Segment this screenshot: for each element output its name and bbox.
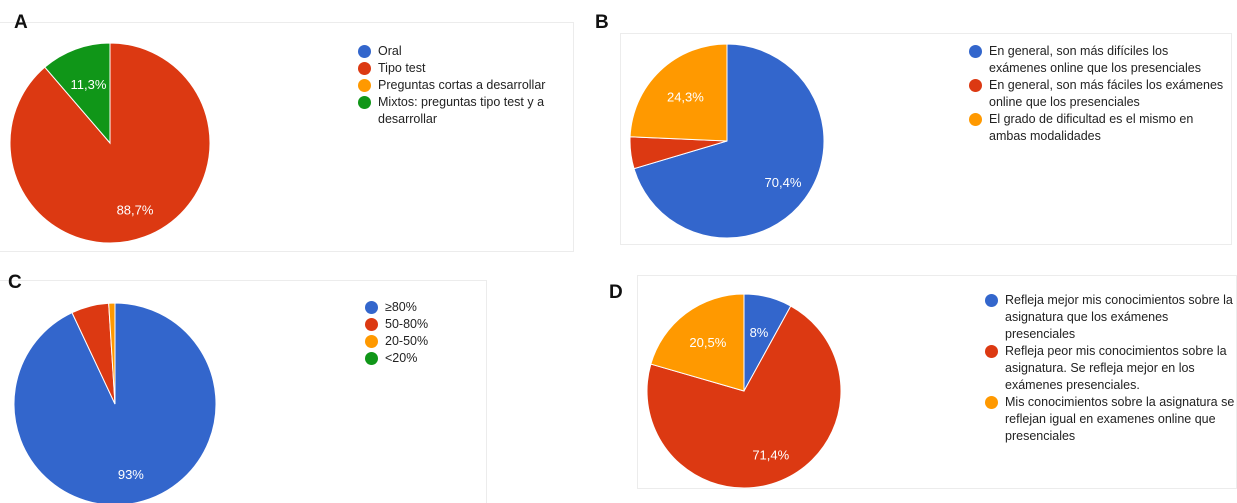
legend-swatch-icon (365, 335, 378, 348)
legend-item-b-en-general-son-mas-faciles-los-examenes-: En general, son más fáciles los exámenes… (969, 77, 1224, 111)
legend-label: 20-50% (385, 334, 429, 348)
legend-c: ≥80% 50-80% 20-50% <20% (365, 299, 485, 367)
legend-label: Mis conocimientos sobre la asignatura se… (1005, 395, 1235, 443)
slice-label-a-1: 88,7% (117, 203, 154, 218)
legend-swatch-icon (985, 396, 998, 409)
pie-chart-d: 8% 71,4% 20,5% (646, 293, 842, 489)
panel-c: C 93% ≥80% 50-80% 20-50% <20% (0, 252, 575, 503)
pie-slice-d-refleja-peor-mis-conocimientos-sobre-la- (646, 305, 842, 489)
legend-swatch-icon (358, 79, 371, 92)
legend-a: Oral Tipo test Preguntas cortas a desarrol… (358, 43, 568, 128)
legend-item-d-mis-conocimientos-sobre-la-asignatura-se: Mis conocimientos sobre la asignatura se… (985, 394, 1237, 445)
slice-label-b-0: 70,4% (765, 175, 802, 190)
slice-label-a-3: 11,3% (70, 77, 106, 92)
legend-item-c-50-80: 50-80% (365, 316, 485, 333)
panel-a-letter: A (14, 12, 28, 33)
legend-item-c-20-50: 20-50% (365, 333, 485, 350)
legend-item-a-preguntas-cortas-a-desarrollar: Preguntas cortas a desarrollar (358, 77, 568, 94)
panel-c-letter: C (8, 272, 22, 293)
legend-swatch-icon (365, 352, 378, 365)
legend-label: Refleja peor mis conocimientos sobre la … (1005, 344, 1227, 392)
legend-swatch-icon (358, 45, 371, 58)
pie-slice-c-20-50 (108, 302, 116, 405)
slice-label-b-2: 24,3% (667, 90, 704, 105)
legend-swatch-icon (969, 45, 982, 58)
legend-label: 50-80% (385, 317, 429, 331)
legend-item-c-80: ≥80% (365, 299, 485, 316)
legend-label: Oral (378, 44, 402, 58)
pie-slice-b-el-grado-de-dificultad-es-el-mismo-en-am (629, 43, 728, 142)
legend-swatch-icon (985, 345, 998, 358)
legend-swatch-icon (969, 79, 982, 92)
legend-label: Mixtos: preguntas tipo test y a desarrol… (378, 95, 545, 126)
slice-label-d-1: 71,4% (752, 448, 789, 463)
legend-item-a-oral: Oral (358, 43, 568, 60)
legend-swatch-icon (969, 113, 982, 126)
pie-chart-b: 70,4% 24,3% (629, 43, 825, 239)
legend-swatch-icon (985, 294, 998, 307)
legend-label: Refleja mejor mis conocimientos sobre la… (1005, 293, 1233, 341)
panel-b-letter: B (595, 12, 609, 33)
legend-item-c-20: <20% (365, 350, 485, 367)
legend-label: Tipo test (378, 61, 426, 75)
legend-label: En general, son más difíciles los exámen… (989, 44, 1201, 75)
legend-label: ≥80% (385, 300, 417, 314)
legend-swatch-icon (365, 301, 378, 314)
legend-item-a-mixtos-preguntas-tipo-test-y-a-desarroll: Mixtos: preguntas tipo test y a desarrol… (358, 94, 568, 128)
panel-a-frame (0, 22, 574, 252)
slice-label-d-2: 20,5% (689, 335, 726, 350)
pie-slice-d-mis-conocimientos-sobre-la-asignatura-se (650, 293, 745, 392)
legend-label: El grado de dificultad es el mismo en am… (989, 112, 1194, 143)
legend-d: Refleja mejor mis conocimientos sobre la… (985, 292, 1237, 445)
pie-slice-a-mixtos-preguntas-tipo-test-y-a-desarroll (44, 42, 111, 145)
legend-swatch-icon (358, 62, 371, 75)
panel-c-frame (0, 280, 487, 503)
panel-d-letter: D (609, 282, 623, 303)
legend-swatch-icon (365, 318, 378, 331)
legend-item-b-el-grado-de-dificultad-es-el-mismo-en-am: El grado de dificultad es el mismo en am… (969, 111, 1224, 145)
legend-swatch-icon (358, 96, 371, 109)
legend-label: <20% (385, 351, 418, 365)
legend-b: En general, son más difíciles los exámen… (969, 43, 1224, 145)
panel-a: A 88,7% 11,3% Oral Tipo test Preguntas cort… (0, 0, 575, 252)
panel-d: D 8% 71,4% 20,5% Refleja mejor mis conocim… (575, 252, 1237, 503)
slice-label-c-0: 93% (118, 467, 144, 482)
pie-chart-a: 88,7% 11,3% (9, 42, 211, 244)
pie-chart-c: 93% (13, 302, 217, 503)
legend-label: En general, son más fáciles los exámenes… (989, 78, 1224, 109)
slice-label-d-0: 8% (750, 325, 769, 340)
panel-b-frame (620, 33, 1232, 245)
legend-item-d-refleja-mejor-mis-conocimientos-sobre-la: Refleja mejor mis conocimientos sobre la… (985, 292, 1237, 343)
legend-item-d-refleja-peor-mis-conocimientos-sobre-la-: Refleja peor mis conocimientos sobre la … (985, 343, 1237, 394)
legend-item-a-tipo-test: Tipo test (358, 60, 568, 77)
legend-item-b-en-general-son-mas-dificiles-los-examene: En general, son más difíciles los exámen… (969, 43, 1224, 77)
pie-slice-b-en-general-son-mas-dificiles-los-examene (633, 43, 825, 239)
legend-label: Preguntas cortas a desarrollar (378, 78, 546, 92)
panel-b: B 70,4% 24,3% En general, son más difícil… (575, 0, 1237, 252)
